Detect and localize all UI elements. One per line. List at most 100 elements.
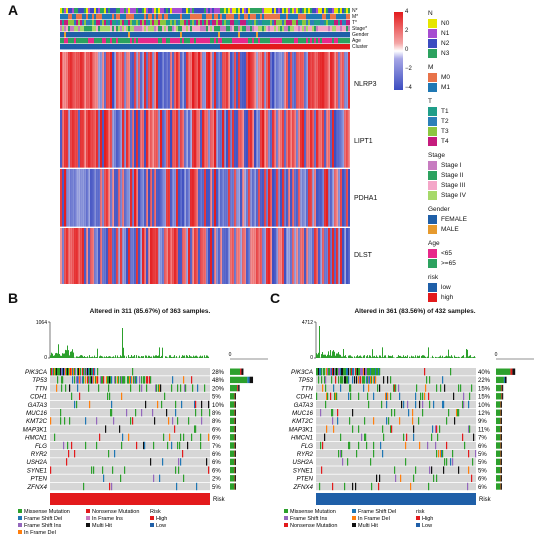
heatmap-cell xyxy=(78,110,81,168)
mutation-cell xyxy=(340,433,342,441)
tmb-bar xyxy=(332,351,333,358)
mutation-cell xyxy=(463,400,465,409)
annotation-cell xyxy=(304,26,307,32)
heatmap-cell xyxy=(164,52,167,109)
heatmap-cell xyxy=(326,228,329,284)
mutation-cell xyxy=(83,482,85,491)
annotation-cell xyxy=(328,14,331,20)
tmb-bar xyxy=(68,350,69,358)
heatmap-cell xyxy=(340,110,343,168)
heatmap-cell xyxy=(242,110,245,168)
annotation-cell xyxy=(298,38,301,44)
mutation-cell xyxy=(376,368,378,376)
annotation-cell xyxy=(144,20,147,26)
gene-mutation-bar xyxy=(500,417,502,425)
annotation-cell xyxy=(324,44,327,50)
annotation-cell xyxy=(280,8,283,14)
mutation-cell xyxy=(143,376,145,384)
heatmap-cell xyxy=(80,169,83,227)
gene-mutation-bar xyxy=(235,409,236,416)
heatmap-cell xyxy=(130,52,133,109)
heatmap-cell xyxy=(244,52,247,109)
annotation-cell xyxy=(102,44,105,50)
annotation-cell xyxy=(174,44,177,50)
tmb-bar xyxy=(205,357,206,358)
annotation-cell xyxy=(204,20,207,26)
annotation-cell xyxy=(282,26,285,32)
annotation-cell xyxy=(200,38,203,44)
heatmap-cell xyxy=(96,228,99,284)
gene-mutation-bar xyxy=(500,458,502,466)
mutation-cell xyxy=(403,400,405,409)
heatmap-cell xyxy=(96,52,99,109)
mutation-cell xyxy=(375,376,377,384)
heatmap-cell xyxy=(108,228,111,284)
annotation-cell xyxy=(108,20,111,26)
heatmap-cell xyxy=(172,169,175,227)
mutation-cell xyxy=(432,425,434,433)
annotation-cell xyxy=(260,38,263,44)
heatmap-cell xyxy=(234,169,237,227)
heatmap-cell xyxy=(260,169,263,227)
mutation-cell xyxy=(359,376,361,384)
mutation-cell xyxy=(56,384,58,392)
heatmap-cell xyxy=(178,228,181,284)
heatmap-cell xyxy=(246,228,249,284)
annotation-cell xyxy=(126,8,129,14)
mutation-cell xyxy=(136,441,138,450)
mutation-cell xyxy=(118,376,120,384)
heatmap-cell xyxy=(96,110,99,168)
heatmap-cell xyxy=(348,169,350,227)
annotation-cell xyxy=(292,20,295,26)
mutation-cell xyxy=(394,409,396,417)
legend-label: Frame Shift Ins xyxy=(290,516,328,522)
heatmap-cell xyxy=(288,110,291,168)
heatmap-cell xyxy=(336,169,339,227)
heatmap-cell xyxy=(300,52,303,109)
oncoprint-gene-label: ZFNX4 xyxy=(292,484,313,491)
tmb-bar xyxy=(350,355,351,358)
heatmap-cell xyxy=(316,228,319,284)
mutation-cell xyxy=(394,466,396,474)
heatmap-cell xyxy=(172,110,175,168)
annotation-cell xyxy=(320,44,323,50)
tmb-bar xyxy=(452,356,453,358)
mutation-cell xyxy=(79,376,81,384)
mutation-cell xyxy=(453,392,455,400)
annotation-cell xyxy=(242,26,245,32)
annotation-cell xyxy=(100,20,103,26)
annotation-cell xyxy=(336,44,339,50)
tmb-bar xyxy=(93,357,94,358)
tmb-bar xyxy=(126,356,127,358)
annotation-cell xyxy=(248,14,251,20)
annotation-cell xyxy=(126,20,129,26)
tmb-bar xyxy=(329,355,330,358)
mutation-cell xyxy=(379,474,381,482)
annotation-cell xyxy=(214,20,217,26)
gene-mutation-bar xyxy=(500,475,502,482)
annotation-cell xyxy=(330,44,333,50)
mutation-cell xyxy=(471,474,473,482)
annotation-cell xyxy=(160,14,163,20)
oncoprint-gene-label: USH2A xyxy=(26,459,47,466)
mutation-cell xyxy=(96,376,98,384)
heatmap-gene-label: DLST xyxy=(354,252,372,259)
annotation-cell xyxy=(252,32,255,38)
annotation-cell xyxy=(210,26,213,32)
annotation-cell xyxy=(84,32,87,38)
annotation-cell xyxy=(154,44,157,50)
heatmap-cell xyxy=(126,169,129,227)
mutation-cell xyxy=(327,368,329,376)
gene-mutation-bar xyxy=(230,401,235,408)
annotation-cell xyxy=(254,8,257,14)
annotation-cell xyxy=(234,44,237,50)
annotation-cell xyxy=(242,38,245,44)
annotation-cell xyxy=(84,44,87,50)
mutation-cell xyxy=(63,441,65,450)
heatmap-cell xyxy=(240,52,243,109)
heatmap-cell xyxy=(230,228,233,284)
annotation-cell xyxy=(128,8,131,14)
mutation-cell xyxy=(468,425,470,433)
oncoprint-percent-label: 7% xyxy=(212,444,221,450)
annotation-cell xyxy=(164,8,167,14)
